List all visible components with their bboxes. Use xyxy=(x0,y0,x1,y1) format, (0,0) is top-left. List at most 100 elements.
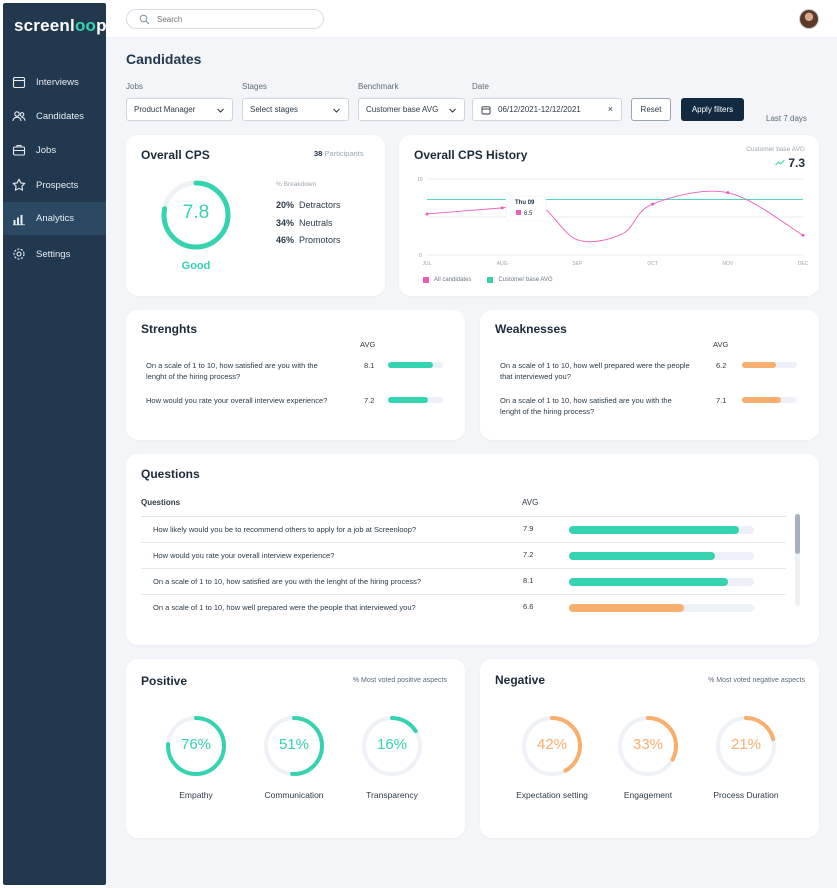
question-meter xyxy=(569,604,754,612)
empathy-label: Empathy xyxy=(179,790,213,800)
sidebar-item-label: Settings xyxy=(36,248,71,260)
participants: 38 Participants xyxy=(314,149,364,158)
sidebar-item-label: Jobs xyxy=(36,144,57,156)
range-label: Last 7 days xyxy=(766,114,807,123)
reset-button[interactable]: Reset xyxy=(631,98,671,121)
jobs-select-value: Product Manager xyxy=(134,105,196,114)
date-range-input[interactable]: 06/12/2021-12/12/2021 × xyxy=(472,98,622,121)
communication-ring-arc xyxy=(264,716,324,776)
weaknesses-avg-header: AVG xyxy=(713,340,729,349)
table-row[interactable]: How likely would you be to recommend oth… xyxy=(141,517,786,543)
chevron-down-icon xyxy=(333,108,340,113)
breakdown-label: % Breakdown xyxy=(276,181,317,188)
strength-meter-fill xyxy=(388,362,433,368)
sidebar-item-jobs[interactable]: Jobs xyxy=(3,135,106,165)
scrollbar-thumb[interactable] xyxy=(795,514,800,554)
table-row[interactable]: How would you rate your overall intervie… xyxy=(141,543,786,569)
star-icon xyxy=(12,178,26,191)
questions-title: Questions xyxy=(141,467,200,481)
question-avg: 7.9 xyxy=(523,524,534,533)
legend-swatch-candidates xyxy=(423,277,429,283)
search-input[interactable] xyxy=(157,12,307,26)
sidebar-item-candidates[interactable]: Candidates xyxy=(3,101,106,131)
process-duration-ring xyxy=(716,716,776,776)
sidebar-item-settings[interactable]: Settings xyxy=(3,239,106,269)
data-point[interactable] xyxy=(726,191,730,195)
date-range-value: 06/12/2021-12/12/2021 xyxy=(498,105,581,114)
strengths-avg-header: AVG xyxy=(360,340,376,349)
benchmark-filter-label: Benchmark xyxy=(358,82,399,91)
users-icon xyxy=(12,111,26,122)
transparency-ring-arc xyxy=(362,716,422,776)
benchmark-value-row: 7.3 xyxy=(775,156,805,170)
stages-select[interactable]: Select stages xyxy=(242,98,349,121)
weakness-meter xyxy=(742,362,797,368)
process-duration-ring-arc xyxy=(716,716,776,776)
scrollbar-track[interactable] xyxy=(795,514,800,606)
header-divider xyxy=(141,516,786,517)
cps-history-title: Overall CPS History xyxy=(414,148,528,162)
overall-cps-title: Overall CPS xyxy=(141,148,210,162)
sidebar-item-analytics[interactable]: Analytics xyxy=(3,202,106,235)
strength-meter xyxy=(388,397,443,403)
cps-gauge-arc xyxy=(161,180,231,250)
logo[interactable]: screenloop xyxy=(14,16,107,35)
legend-label: All candidates xyxy=(434,277,472,283)
sidebar-item-interviews[interactable]: Interviews xyxy=(3,67,106,97)
chart-legend: All candidates Customer base AVG xyxy=(423,277,553,283)
clear-date-icon[interactable]: × xyxy=(607,104,613,114)
benchmark-select[interactable]: Customer base AVG xyxy=(358,98,465,121)
question-avg: 7.2 xyxy=(523,550,534,559)
chevron-down-icon xyxy=(449,108,456,113)
sidebar-item-prospects[interactable]: Prospects xyxy=(3,170,106,200)
strength-meter-fill xyxy=(388,397,428,403)
legend-swatch-benchmark xyxy=(487,277,494,283)
y-tick-label: 10 xyxy=(417,177,423,183)
avatar[interactable] xyxy=(799,9,819,29)
negative-title: Negative xyxy=(495,673,546,687)
sidebar: screenloop Interviews Candidates Jobs Pr… xyxy=(3,3,107,885)
table-row[interactable]: On a scale of 1 to 10, how well prepared… xyxy=(141,595,786,621)
weakness-question: On a scale of 1 to 10, how well prepared… xyxy=(500,361,690,381)
weaknesses-title: Weaknesses xyxy=(495,322,567,336)
question-meter-fill xyxy=(569,604,684,612)
x-tick-label: OCT xyxy=(647,261,658,267)
negative-card: Negative % Most voted negative aspects 4… xyxy=(480,659,819,838)
breakdown-row-promotors: 46% Promotors xyxy=(276,235,341,245)
data-point[interactable] xyxy=(500,206,504,210)
data-point[interactable] xyxy=(651,202,655,206)
questions-card: Questions Questions AVG How likely would… xyxy=(126,454,819,645)
data-point[interactable] xyxy=(801,233,805,237)
cps-history-chart: 10 0 JUL AUG SEP OCT NOV DEC Thu 09 6.5 xyxy=(417,177,809,267)
strength-value: 8.1 xyxy=(364,361,375,370)
date-filter-label: Date xyxy=(472,82,489,91)
communication-percent: 51% xyxy=(278,736,310,753)
transparency-percent: 16% xyxy=(376,736,408,753)
apply-filters-button[interactable]: Apply filters xyxy=(681,98,744,121)
question-meter-fill xyxy=(569,552,716,560)
overall-cps-card: Overall CPS 38 Participants 7.8 Good % B… xyxy=(126,135,385,296)
question-avg: 8.1 xyxy=(523,576,534,585)
empathy-ring-arc xyxy=(166,716,226,776)
sidebar-item-label: Interviews xyxy=(36,76,79,88)
x-tick-label: DEC xyxy=(798,261,809,267)
question-meter xyxy=(569,552,754,560)
main-content: Candidates Jobs Product Manager Stages S… xyxy=(106,38,837,888)
table-row[interactable]: On a scale of 1 to 10, how satisfied are… xyxy=(141,569,786,595)
strength-value: 7.2 xyxy=(364,396,375,405)
search-box[interactable] xyxy=(126,9,324,29)
data-point[interactable] xyxy=(425,212,429,216)
question-text: How likely would you be to recommend oth… xyxy=(153,525,417,534)
positive-subtitle: % Most voted positive aspects xyxy=(352,677,447,684)
empathy-ring xyxy=(166,716,226,776)
question-meter xyxy=(569,526,754,534)
avg-column-header: AVG xyxy=(522,498,539,507)
weakness-meter-fill xyxy=(742,362,777,368)
engagement-label: Engagement xyxy=(623,790,673,800)
communication-label: Communication xyxy=(264,790,324,800)
engagement-percent: 33% xyxy=(632,736,664,753)
jobs-select[interactable]: Product Manager xyxy=(126,98,233,121)
question-meter-fill xyxy=(569,578,729,586)
chevron-down-icon xyxy=(217,108,224,113)
communication-ring xyxy=(264,716,324,776)
